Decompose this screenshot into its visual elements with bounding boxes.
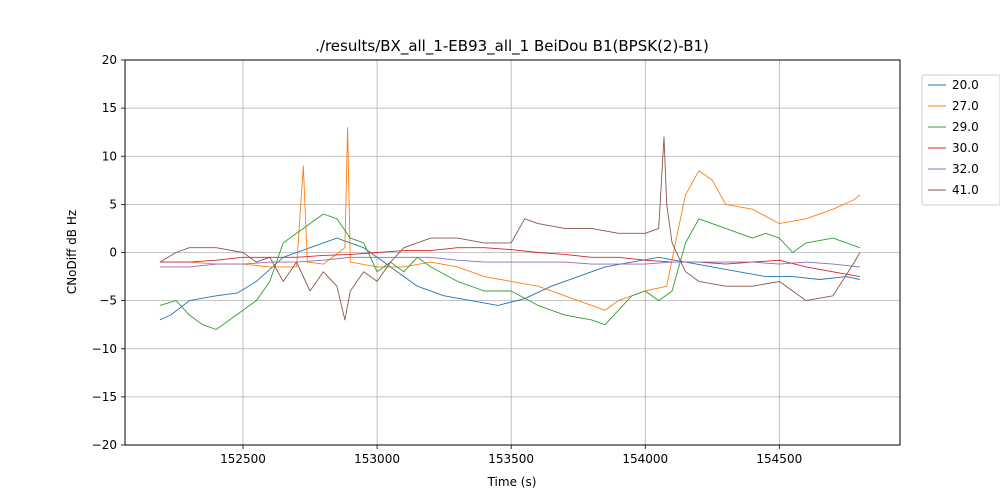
chart-title: ./results/BX_all_1-EB93_all_1 BeiDou B1(… [315,37,709,56]
series-layer [159,126,861,330]
x-tick-label: 154000 [622,452,668,466]
tick-layer: 152500 153000 153500 154000 154500 −20 −15 −10 −… [92,53,803,466]
y-tick-label: 10 [102,149,117,163]
legend-label: 32.0 [952,162,979,176]
x-tick-label: 154500 [756,452,802,466]
series-line-30.0 [159,247,860,278]
series-line-20.0 [159,237,860,321]
y-tick-label: −15 [92,390,117,404]
y-tick-label: 5 [109,197,117,211]
legend-box [921,74,1000,206]
y-tick-label: 0 [109,246,117,260]
y-tick-label: −10 [92,342,117,356]
x-axis-label: Time (s) [487,475,537,489]
x-tick-label: 153000 [354,452,400,466]
x-tick-label: 153500 [488,452,534,466]
y-tick-label: −20 [92,438,117,452]
series-line-27.0 [159,126,861,311]
legend-label: 30.0 [952,141,979,155]
y-tick-label: −5 [99,294,117,308]
series-line-29.0 [159,213,860,330]
legend-label: 27.0 [952,99,979,113]
legend-label: 41.0 [952,183,979,197]
series-line-32.0 [159,256,860,268]
y-tick-label: 15 [102,101,117,115]
series-line-41.0 [159,136,861,321]
y-axis-label: CNoDiff dB Hz [65,210,79,294]
legend-label: 20.0 [952,78,979,92]
y-tick-label: 20 [102,53,117,67]
legend: 20.0 27.0 29.0 30.0 32.0 41.0 [921,74,1000,206]
x-tick-label: 152500 [220,452,266,466]
legend-label: 29.0 [952,120,979,134]
